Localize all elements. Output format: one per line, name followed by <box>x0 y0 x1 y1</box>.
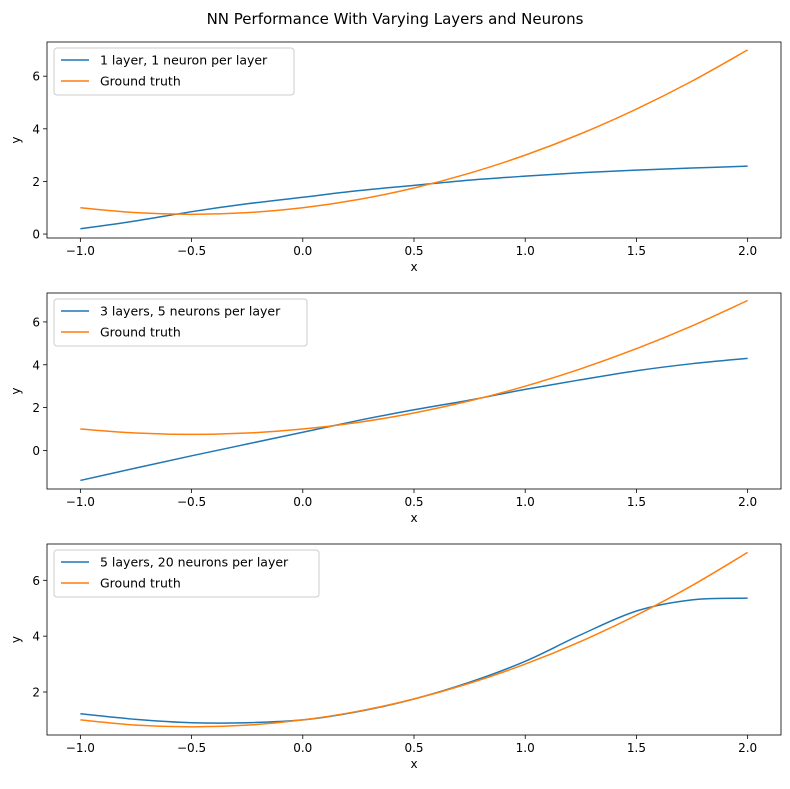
y-tick-label: 2 <box>32 175 40 189</box>
legend-entry-label: Ground truth <box>100 325 181 340</box>
x-tick-label: 2.0 <box>738 244 757 258</box>
legend: 5 layers, 20 neurons per layer Ground tru… <box>53 549 320 598</box>
x-tick-label: −1.0 <box>66 495 95 509</box>
y-tick-label: 0 <box>32 444 40 458</box>
x-tick-label: 1.0 <box>516 741 535 755</box>
y-axis-label: y <box>9 636 23 643</box>
legend-entry-label: 3 layers, 5 neurons per layer <box>100 304 281 319</box>
x-tick-label: 2.0 <box>738 741 757 755</box>
legend: 3 layers, 5 neurons per layer Ground trut… <box>53 298 308 347</box>
x-tick-label: 1.5 <box>627 244 646 258</box>
subplot-3: −1.0 −0.5 0.0 0.5 1.0 1.5 2.0 2 4 6 x y 5 layers, 20… <box>9 543 782 771</box>
y-tick-label: 4 <box>32 358 40 372</box>
y-tick-label: 6 <box>32 574 40 588</box>
legend-box <box>53 298 308 347</box>
x-tick-label: 1.0 <box>516 495 535 509</box>
x-tick-label: −0.5 <box>177 741 206 755</box>
series-line-nn <box>80 597 748 724</box>
y-tick-label: 2 <box>32 401 40 415</box>
y-tick-label: 6 <box>32 315 40 329</box>
y-tick-label: 6 <box>32 70 40 84</box>
x-tick-label: −1.0 <box>66 741 95 755</box>
x-tick-label: 1.5 <box>627 741 646 755</box>
legend: 1 layer, 1 neuron per layer Ground truth <box>53 47 295 96</box>
series-line-ground-truth <box>80 49 749 216</box>
x-axis-label: x <box>410 511 417 525</box>
legend-entry-label: 5 layers, 20 neurons per layer <box>100 555 289 570</box>
x-axis-label: x <box>410 757 417 771</box>
y-tick-label: 2 <box>32 685 40 699</box>
x-tick-label: 0.5 <box>404 741 423 755</box>
x-tick-label: 1.0 <box>516 244 535 258</box>
legend-entry-label: Ground truth <box>100 576 181 591</box>
y-tick-label: 0 <box>32 228 40 242</box>
x-axis-label: x <box>410 260 417 274</box>
x-tick-label: 0.0 <box>293 244 312 258</box>
legend-entry-label: Ground truth <box>100 74 181 89</box>
x-tick-label: 0.0 <box>293 741 312 755</box>
y-axis-label: y <box>9 136 23 143</box>
x-tick-label: 0.5 <box>404 495 423 509</box>
figure-title: NN Performance With Varying Layers and N… <box>207 10 584 28</box>
legend-box <box>53 549 320 598</box>
x-tick-label: 2.0 <box>738 495 757 509</box>
series-line-nn <box>80 357 748 482</box>
x-tick-label: −0.5 <box>177 495 206 509</box>
legend-entry-label: 1 layer, 1 neuron per layer <box>100 53 268 68</box>
y-tick-label: 4 <box>32 630 40 644</box>
x-tick-label: −1.0 <box>66 244 95 258</box>
x-tick-label: 1.5 <box>627 495 646 509</box>
y-tick-label: 4 <box>32 122 40 136</box>
y-axis-label: y <box>9 387 23 394</box>
series-line-ground-truth <box>80 551 749 728</box>
series-line-nn <box>80 165 748 230</box>
subplot-2: −1.0 −0.5 0.0 0.5 1.0 1.5 2.0 0 2 4 6 x y 3 layers, 5… <box>9 292 782 525</box>
x-tick-label: −0.5 <box>177 244 206 258</box>
series-line-ground-truth <box>80 299 748 436</box>
legend-box <box>53 47 295 96</box>
x-tick-label: 0.5 <box>404 244 423 258</box>
x-tick-label: 0.0 <box>293 495 312 509</box>
subplot-1: −1.0 −0.5 0.0 0.5 1.0 1.5 2.0 0 2 4 6 x y 1 layer, 1 … <box>9 41 782 274</box>
